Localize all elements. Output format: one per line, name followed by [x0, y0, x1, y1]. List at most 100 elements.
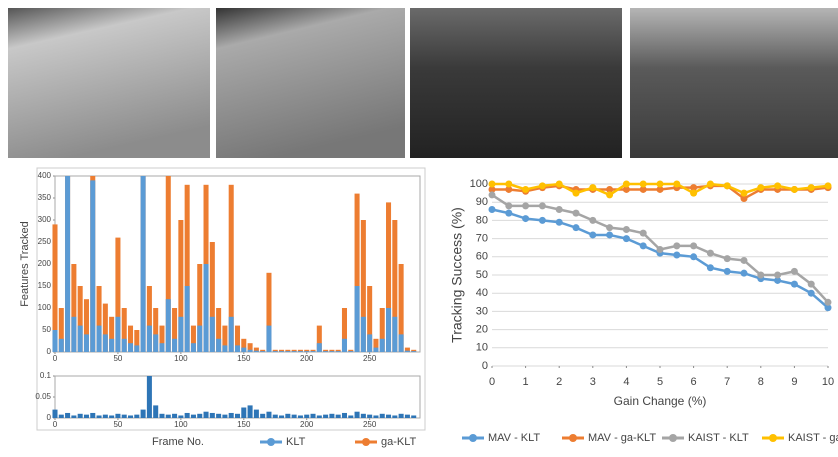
point: [706, 249, 714, 257]
bar: [373, 338, 379, 352]
bar: [90, 180, 96, 352]
bar: [146, 286, 152, 352]
point: [807, 184, 815, 192]
point: [706, 180, 714, 188]
point: [706, 264, 714, 272]
bar: [216, 308, 222, 352]
bar: [386, 414, 392, 418]
bar: [209, 316, 215, 352]
y-tick-label: 60: [476, 251, 488, 263]
bar: [260, 413, 266, 418]
bar: [228, 184, 234, 352]
bar: [291, 414, 297, 418]
bar: [411, 351, 417, 352]
legend-label: MAV - ga-KLT: [588, 432, 656, 444]
bar: [165, 414, 171, 418]
point: [807, 280, 815, 288]
bar: [367, 286, 373, 352]
bar: [373, 347, 379, 352]
bar: [184, 286, 190, 352]
bar: [216, 413, 222, 418]
bar: [216, 338, 222, 352]
bar: [279, 415, 285, 418]
x-tick-label: 4: [623, 376, 629, 388]
point: [639, 185, 647, 193]
bar: [197, 413, 203, 418]
y-tick-label: 0: [482, 360, 488, 372]
x-tick-label: 200: [300, 420, 314, 429]
y-tick-label: 40: [476, 287, 488, 299]
y-tick-label: 150: [38, 281, 52, 290]
point: [538, 202, 546, 210]
bar: [234, 345, 241, 352]
bar: [96, 325, 102, 352]
bar: [367, 334, 373, 352]
bar: [222, 345, 228, 352]
x-tick-label: 100: [174, 420, 188, 429]
axes-box: [54, 375, 421, 419]
point: [690, 184, 698, 192]
point: [824, 304, 832, 312]
bar: [146, 325, 152, 352]
bar: [71, 316, 77, 352]
bar: [404, 347, 410, 352]
bar: [297, 415, 303, 418]
bar: [128, 415, 134, 418]
bar: [90, 412, 96, 418]
bar: [96, 415, 102, 418]
point: [522, 215, 530, 223]
y-axis-label: Features Tracked: [19, 221, 31, 307]
legend-label: KLT: [286, 436, 306, 448]
bar: [77, 286, 83, 352]
bar: [234, 413, 241, 418]
bar: [83, 414, 89, 418]
bar: [109, 415, 115, 418]
image-3: [410, 8, 622, 158]
x-tick-label: 250: [363, 420, 377, 429]
bar: [247, 349, 253, 352]
point: [488, 180, 496, 188]
y-tick-label: 100: [470, 178, 488, 190]
bar: [323, 414, 329, 418]
bar: [260, 351, 266, 352]
bar: [253, 347, 259, 352]
x-tick-label: 0: [53, 354, 58, 363]
x-tick-label: 5: [657, 376, 663, 388]
y-axis-label: Tracking Success (%): [449, 207, 465, 343]
bar: [291, 349, 297, 352]
bar: [379, 413, 385, 418]
x-tick-label: 6: [691, 376, 697, 388]
bar: [134, 345, 140, 352]
bar: [304, 349, 310, 352]
point: [673, 242, 681, 250]
legend-marker: [569, 434, 577, 442]
legend-label: ga-KLT: [381, 436, 417, 448]
point: [824, 298, 832, 306]
point: [505, 202, 513, 210]
point: [488, 185, 496, 193]
point: [774, 271, 782, 279]
y-tick-label: 250: [38, 237, 52, 246]
bar: [323, 349, 329, 352]
y-tick-label: 0.05: [35, 392, 51, 401]
bar: [65, 176, 71, 352]
point: [606, 224, 614, 232]
bar: [404, 414, 410, 418]
bar: [392, 220, 398, 352]
bar: [272, 414, 278, 418]
legend-label: KAIST - ga-KLT: [788, 432, 838, 444]
legend-marker: [669, 434, 677, 442]
legend-marker: [769, 434, 777, 442]
bar: [209, 412, 215, 418]
y-tick-label: 350: [38, 193, 52, 202]
point: [723, 255, 731, 263]
bar: [153, 334, 159, 352]
bar: [134, 414, 140, 418]
bar: [304, 414, 310, 418]
point: [555, 180, 563, 188]
bar: [335, 351, 341, 352]
y-tick-label: 10: [476, 342, 488, 354]
point: [740, 195, 748, 203]
